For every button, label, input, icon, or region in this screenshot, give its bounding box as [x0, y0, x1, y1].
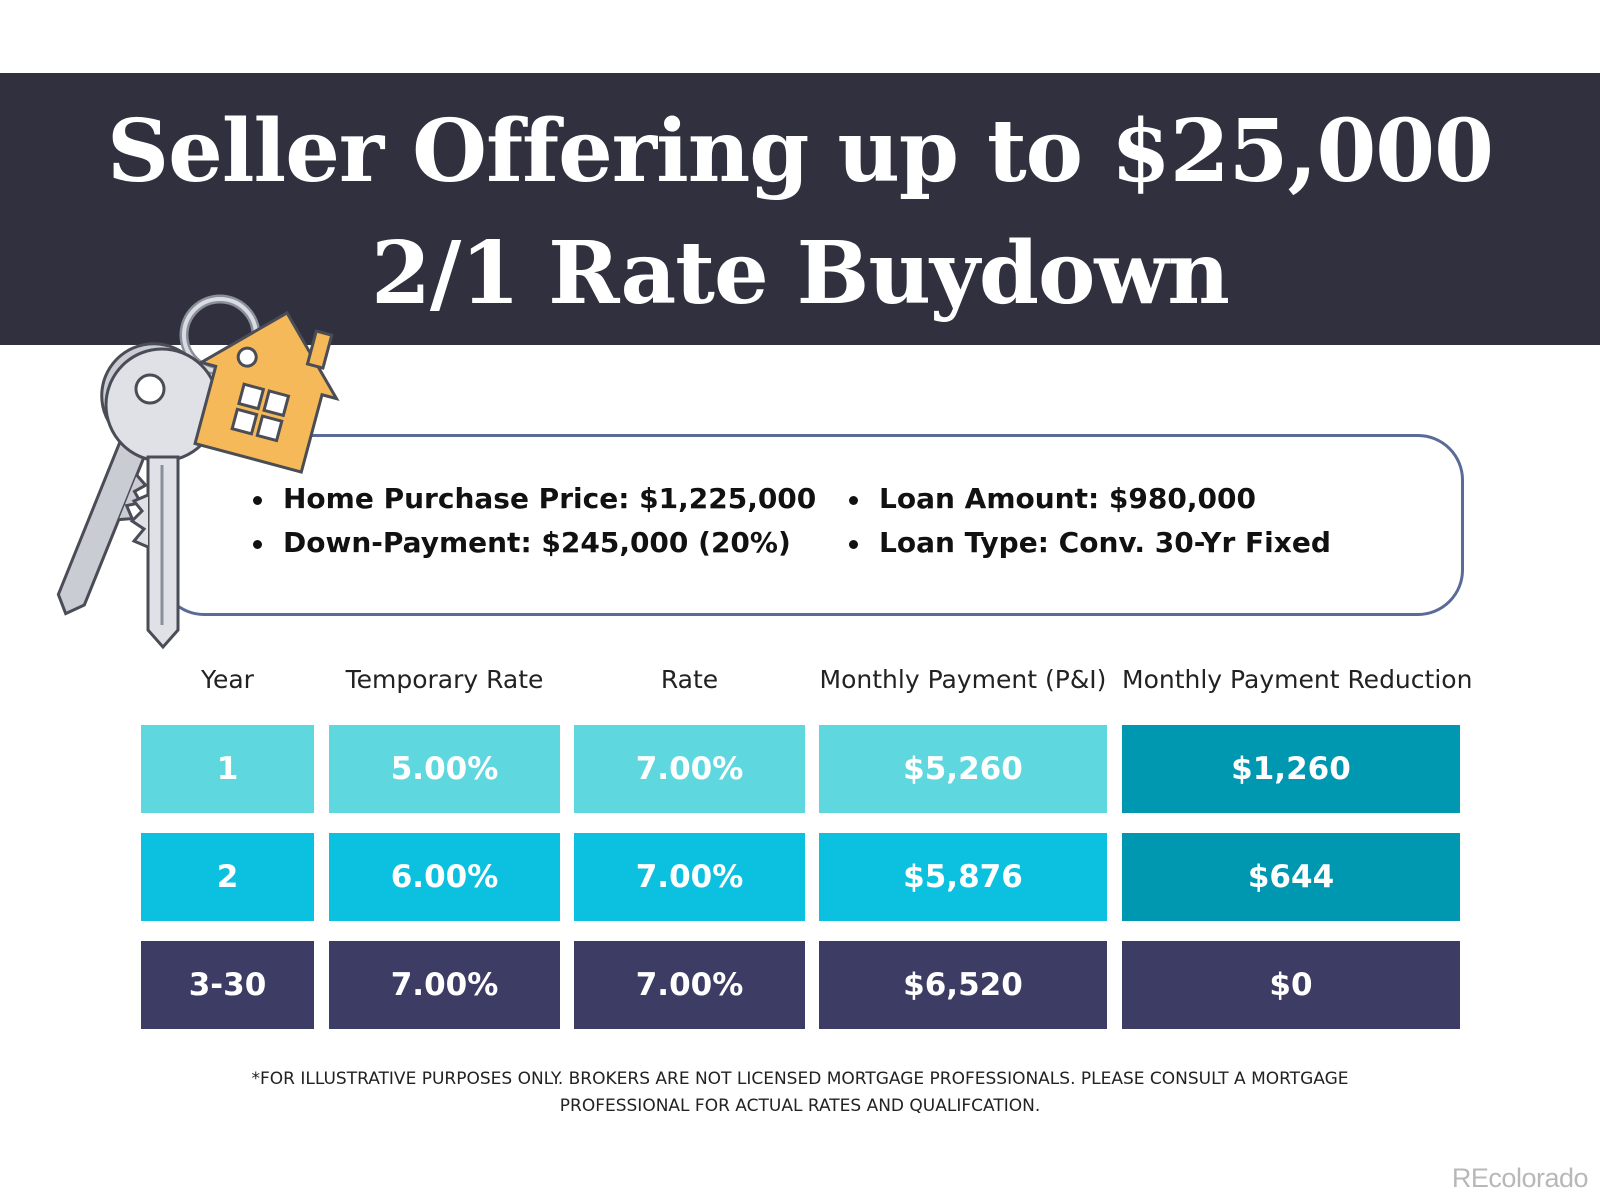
title-line-1: Seller Offering up to $25,000	[107, 101, 1494, 202]
header-rate: Rate	[660, 665, 719, 694]
row2-rate: 7.00%	[574, 833, 805, 921]
title-line-2: 2/1 Rate Buydown	[371, 223, 1230, 324]
down-payment-item: Down-Payment: $245,000 (20%)	[253, 521, 816, 565]
loan-details-left: Home Purchase Price: $1,225,000 Down-Pay…	[253, 477, 816, 565]
row3-rate: 7.00%	[574, 941, 805, 1029]
header-year: Year	[201, 665, 254, 694]
row2-payment-reduction: $644	[1122, 833, 1460, 921]
row2-monthly-payment: $5,876	[819, 833, 1107, 921]
row3-year: 3-30	[141, 941, 314, 1029]
row3-payment-reduction: $0	[1122, 941, 1460, 1029]
loan-details-box: Home Purchase Price: $1,225,000 Down-Pay…	[158, 434, 1464, 616]
disclaimer-line-1: *FOR ILLUSTRATIVE PURPOSES ONLY. BROKERS…	[251, 1069, 1349, 1089]
loan-amount-item: Loan Amount: $980,000	[849, 477, 1331, 521]
title-banner: Seller Offering up to $25,000 2/1 Rate B…	[0, 73, 1600, 345]
header-monthly-payment: Monthly Payment (P&I)	[819, 665, 1107, 694]
row1-temporary-rate: 5.00%	[329, 725, 560, 813]
purchase-price-item: Home Purchase Price: $1,225,000	[253, 477, 816, 521]
disclaimer: *FOR ILLUSTRATIVE PURPOSES ONLY. BROKERS…	[200, 1066, 1400, 1120]
watermark: REcolorado	[1451, 1163, 1589, 1193]
header-payment-reduction: Monthly Payment Reduction	[1122, 665, 1473, 694]
row2-temporary-rate: 6.00%	[329, 833, 560, 921]
disclaimer-line-2: PROFESSIONAL FOR ACTUAL RATES AND QUALIF…	[559, 1096, 1041, 1116]
loan-type-item: Loan Type: Conv. 30-Yr Fixed	[849, 521, 1331, 565]
row3-temporary-rate: 7.00%	[329, 941, 560, 1029]
row1-payment-reduction: $1,260	[1122, 725, 1460, 813]
loan-details-right: Loan Amount: $980,000 Loan Type: Conv. 3…	[849, 477, 1331, 565]
row1-year: 1	[141, 725, 314, 813]
house-keys-icon	[56, 294, 340, 650]
row1-rate: 7.00%	[574, 725, 805, 813]
row2-year: 2	[141, 833, 314, 921]
row3-monthly-payment: $6,520	[819, 941, 1107, 1029]
row1-monthly-payment: $5,260	[819, 725, 1107, 813]
header-temporary-rate: Temporary Rate	[345, 665, 544, 694]
